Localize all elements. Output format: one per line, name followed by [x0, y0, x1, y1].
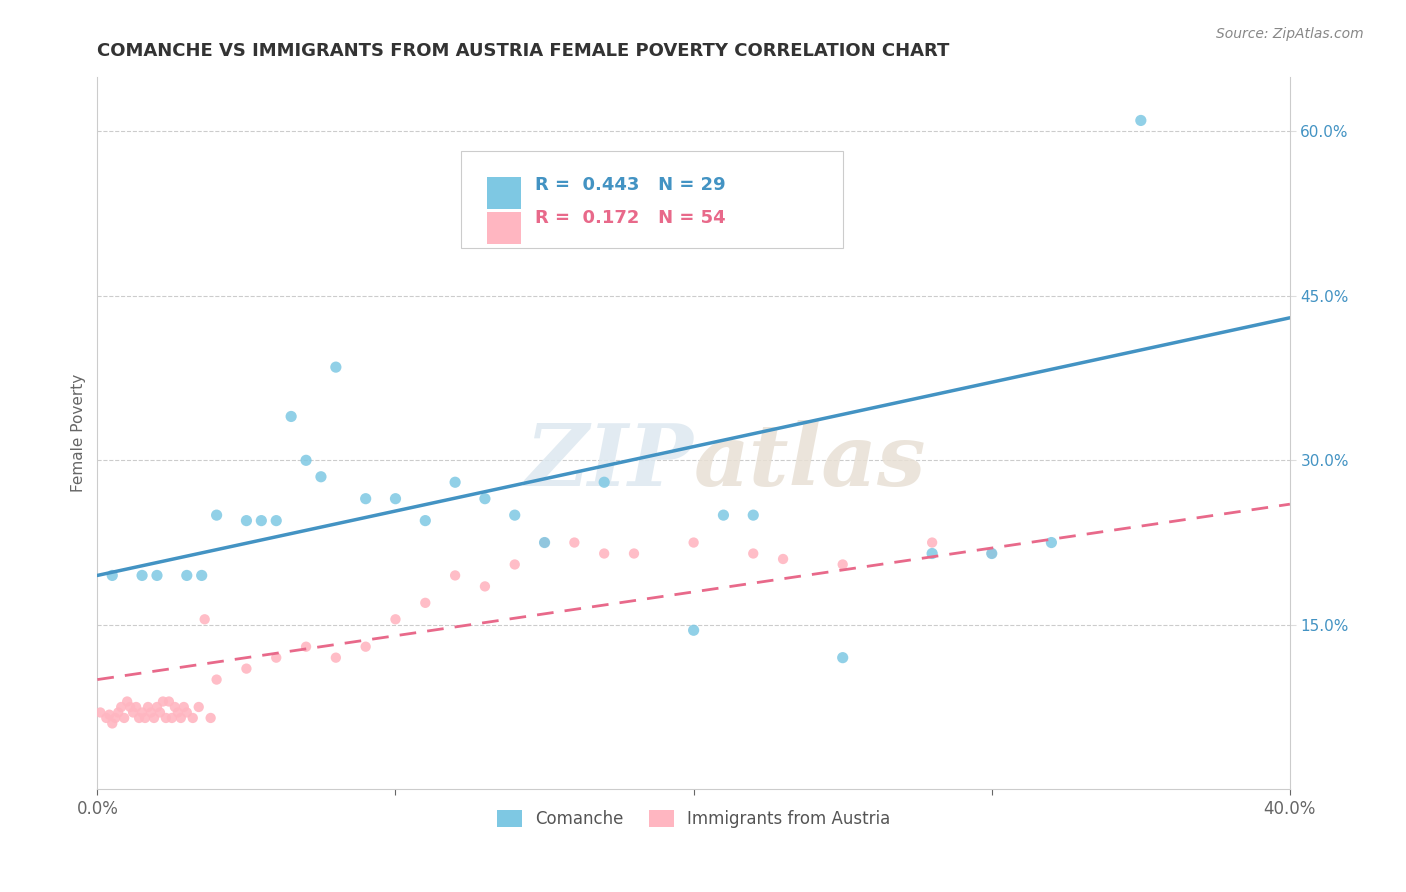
Point: [166, 706, 188, 720]
Legend: Comanche, Immigrants from Austria: Comanche, Immigrants from Austria: [491, 803, 897, 834]
Bar: [488, 177, 520, 209]
Point: [170, 711, 193, 725]
Point: [107, 706, 129, 720]
Point: [120, 700, 142, 714]
Point: [157, 694, 180, 708]
Text: R =  0.443   N = 29: R = 0.443 N = 29: [536, 176, 725, 194]
Point: [831, 650, 853, 665]
Point: [155, 711, 177, 725]
Point: [110, 700, 132, 714]
Point: [444, 475, 467, 490]
Point: [205, 508, 228, 523]
Point: [742, 508, 765, 523]
Point: [131, 706, 153, 720]
Point: [533, 535, 555, 549]
Point: [533, 535, 555, 549]
Bar: [488, 212, 520, 244]
Point: [101, 716, 124, 731]
Point: [921, 535, 943, 549]
Point: [354, 640, 377, 654]
Point: [264, 514, 287, 528]
Point: [1129, 113, 1152, 128]
Point: [128, 711, 150, 725]
Y-axis label: Female Poverty: Female Poverty: [72, 374, 86, 492]
Point: [921, 547, 943, 561]
Point: [176, 568, 198, 582]
Point: [325, 360, 347, 375]
Point: [413, 514, 436, 528]
Point: [295, 640, 318, 654]
Point: [980, 547, 1002, 561]
Point: [235, 514, 257, 528]
Point: [474, 579, 496, 593]
Point: [89, 706, 111, 720]
Point: [101, 568, 124, 582]
Point: [682, 624, 704, 638]
FancyBboxPatch shape: [461, 152, 842, 248]
Text: Source: ZipAtlas.com: Source: ZipAtlas.com: [1216, 27, 1364, 41]
Point: [831, 558, 853, 572]
Point: [384, 491, 406, 506]
Point: [1040, 535, 1063, 549]
Point: [280, 409, 302, 424]
Point: [564, 535, 586, 549]
Point: [682, 535, 704, 549]
Point: [149, 706, 172, 720]
Point: [325, 650, 347, 665]
Point: [593, 547, 616, 561]
Point: [160, 711, 183, 725]
Point: [295, 453, 318, 467]
Point: [194, 612, 217, 626]
Point: [163, 700, 186, 714]
Point: [742, 547, 765, 561]
Text: ZIP: ZIP: [526, 419, 693, 503]
Point: [131, 568, 153, 582]
Point: [250, 514, 273, 528]
Point: [713, 508, 735, 523]
Point: [623, 547, 645, 561]
Point: [98, 707, 121, 722]
Point: [503, 558, 526, 572]
Point: [122, 706, 145, 720]
Text: COMANCHE VS IMMIGRANTS FROM AUSTRIA FEMALE POVERTY CORRELATION CHART: COMANCHE VS IMMIGRANTS FROM AUSTRIA FEMA…: [97, 42, 949, 60]
Point: [190, 568, 212, 582]
Point: [146, 568, 169, 582]
Point: [772, 552, 794, 566]
Point: [143, 711, 166, 725]
Point: [176, 706, 198, 720]
Point: [125, 700, 148, 714]
Text: atlas: atlas: [693, 419, 927, 503]
Point: [139, 706, 162, 720]
Point: [104, 711, 127, 725]
Point: [309, 469, 332, 483]
Point: [354, 491, 377, 506]
Point: [136, 700, 159, 714]
Point: [96, 711, 118, 725]
Point: [503, 508, 526, 523]
Point: [235, 662, 257, 676]
Point: [474, 491, 496, 506]
Point: [980, 547, 1002, 561]
Point: [134, 711, 156, 725]
Point: [173, 700, 195, 714]
Point: [593, 475, 616, 490]
Point: [115, 694, 138, 708]
Point: [264, 650, 287, 665]
Point: [384, 612, 406, 626]
Point: [444, 568, 467, 582]
Point: [200, 711, 222, 725]
Point: [413, 596, 436, 610]
Point: [146, 700, 169, 714]
Point: [181, 711, 204, 725]
Point: [205, 673, 228, 687]
Point: [112, 711, 135, 725]
Point: [152, 694, 174, 708]
Point: [187, 700, 209, 714]
Text: R =  0.172   N = 54: R = 0.172 N = 54: [536, 210, 725, 227]
